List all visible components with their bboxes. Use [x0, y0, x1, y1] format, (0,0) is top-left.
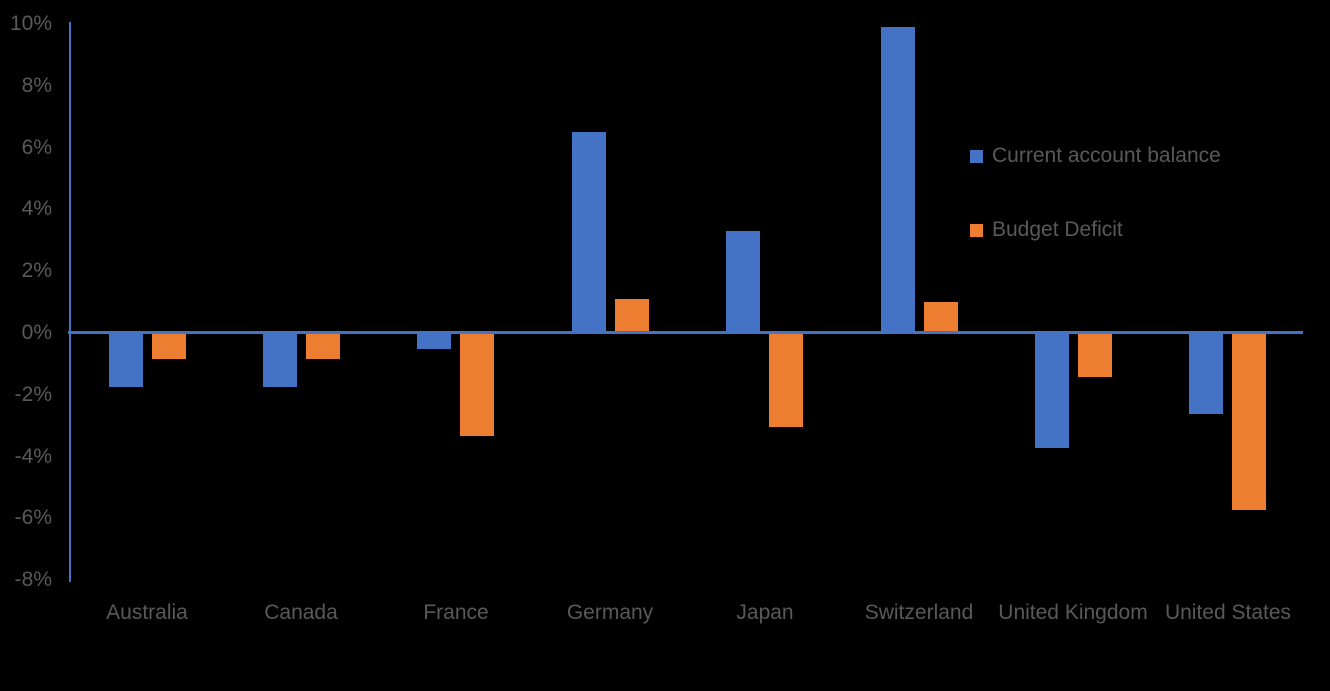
- category-label: Japan: [736, 601, 794, 624]
- legend-label: Current account balance: [992, 144, 1221, 167]
- bar: [924, 302, 958, 333]
- y-axis-tick-label: 10%: [9, 12, 52, 35]
- bar: [460, 334, 494, 436]
- category-label: Switzerland: [864, 601, 974, 624]
- bar: [109, 334, 143, 387]
- bar: [152, 334, 186, 359]
- y-axis-tick-label: 6%: [21, 135, 52, 159]
- y-axis-tick-label: 8%: [21, 73, 52, 97]
- y-axis-line: [69, 22, 71, 582]
- bar: [263, 334, 297, 387]
- y-axis-tick-label: -8%: [14, 568, 52, 592]
- legend-label: Budget Deficit: [992, 218, 1123, 241]
- bar: [306, 334, 340, 359]
- y-axis-tick-label: 4%: [21, 197, 52, 221]
- category-label: Germany: [566, 601, 654, 624]
- bar: [769, 334, 803, 427]
- bar: [726, 231, 760, 333]
- y-axis-tick-label: -6%: [14, 506, 52, 530]
- y-axis-tick-label: 0%: [21, 321, 52, 344]
- bar: [615, 299, 649, 333]
- category-label: Canada: [264, 601, 338, 624]
- category-label: Australia: [106, 601, 188, 624]
- bar: [1035, 334, 1069, 448]
- legend-swatch-icon: [970, 223, 983, 237]
- y-axis-tick-label: 2%: [21, 259, 52, 283]
- bar: [417, 334, 451, 349]
- legend-swatch-icon: [970, 149, 983, 163]
- y-axis-tick-label: -4%: [14, 444, 52, 468]
- bar: [1189, 334, 1223, 414]
- legend-item: Current account balance: [970, 143, 1221, 169]
- category-label: France: [423, 601, 489, 624]
- bar: [572, 132, 606, 333]
- y-axis-tick-label: -2%: [14, 382, 52, 406]
- bar: [881, 27, 915, 333]
- x-axis-zero-line: [68, 331, 1303, 334]
- bar: [1078, 334, 1112, 377]
- category-label: United Kingdom: [998, 601, 1148, 624]
- category-label: United States: [1164, 601, 1292, 624]
- bar: [1232, 334, 1266, 510]
- legend-item: Budget Deficit: [970, 217, 1123, 243]
